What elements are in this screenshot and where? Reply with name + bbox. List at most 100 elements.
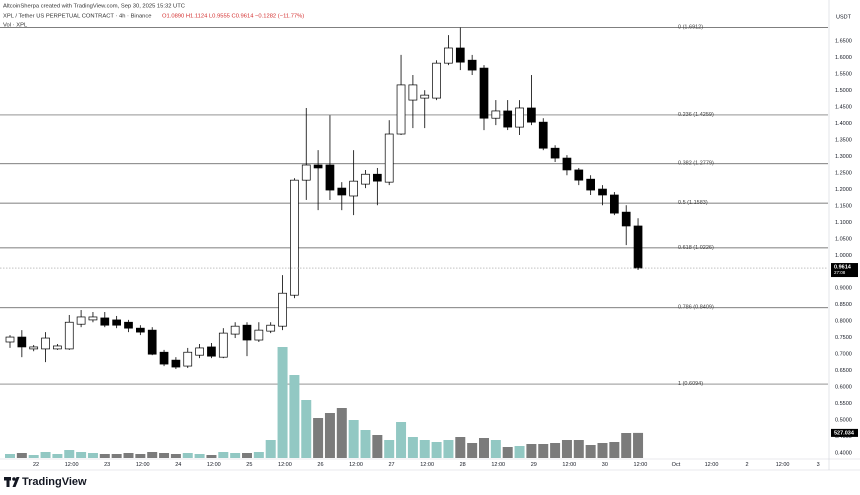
brand-name: TradingView [22,476,87,488]
candle-body [290,179,299,296]
candle-body [112,319,122,326]
volume-bar [407,437,418,458]
volume-bar [159,453,170,458]
candle-body [337,187,347,196]
candle-body [88,316,98,321]
volume-bar [573,440,584,458]
candle-body [218,332,228,358]
volume-bar [123,453,134,458]
volume-bar [87,453,98,458]
x-tick-label: 29 [531,462,537,468]
y-tick-label: 1.4500 [835,104,852,110]
volume-bar [621,433,632,458]
volume-bar [467,443,478,458]
x-tick-label: 3 [817,462,820,468]
x-tick-label: 2 [746,462,749,468]
volume-bar [324,413,335,458]
candle-body [278,292,287,327]
fib-level-label: 0.618 (1.0226) [678,245,714,251]
x-tick-label: Oct [672,462,681,468]
fib-level-label: 0.786 (0.8409) [678,305,714,311]
candle-body [515,107,524,128]
volume-bar [301,400,312,458]
x-tick-label: 26 [317,462,323,468]
volume-bar [550,443,561,458]
volume-bar [194,454,205,458]
y-tick-label: 1.5500 [835,71,852,77]
fib-level-label: 0.236 (1.4259) [678,112,714,118]
candle-body [609,194,619,214]
candle-body [586,178,595,191]
candle-body [29,346,39,350]
volume-bar [5,454,16,458]
x-tick-label: 22 [33,462,39,468]
volume-bar [170,454,181,458]
volume-bar [218,452,229,458]
last-volume-label: 527.034 [834,430,855,436]
y-tick-label: 0.6000 [835,385,852,391]
candle-body [100,317,110,326]
candle-body [621,211,631,227]
volume-bar [16,453,27,458]
volume-bar [253,452,264,458]
candle-body [372,173,382,182]
candle-body [503,110,513,128]
volume-bar [561,440,572,458]
y-tick-label: 1.3500 [835,137,852,143]
y-tick-label: 0.4000 [835,451,852,457]
y-tick-label: 1.5000 [835,88,852,94]
symbol-label: XPL / Tether US PERPETUAL CONTRACT · 4h … [3,14,152,20]
candle-body [159,351,169,365]
candle-body [420,94,430,99]
candle-body [633,225,643,269]
candle-body [455,47,465,63]
y-tick-label: 1.2000 [835,187,852,193]
fib-level-label: 0.5 (1.1583) [678,200,708,206]
volume-bar [313,418,324,458]
y-tick-label: 0.8500 [835,302,852,308]
candle-body [41,337,50,350]
x-tick-label: 12:00 [136,462,150,468]
volume-bar [502,447,513,458]
candle-body [124,321,133,329]
candle-body [598,188,607,196]
volume-bar [348,420,359,458]
candle-body [76,316,86,325]
candle-body [384,133,394,183]
candle-body [444,47,453,64]
volume-bar [52,454,63,458]
candle-body [17,336,27,348]
candle-body [527,107,536,123]
ohlc-legend: O1.0890 H1.1124 L0.9555 C0.9614 −0.1282 … [162,14,304,20]
y-tick-label: 1.6500 [835,39,852,45]
volume-bar [99,454,110,458]
x-tick-label: 30 [602,462,608,468]
x-tick-label: 23 [104,462,110,468]
x-tick-label: 12:00 [278,462,292,468]
volume-bar [135,454,146,458]
volume-bar [597,443,608,458]
volume-bar [431,442,442,458]
candle-body [491,110,501,119]
currency-label: USDT [836,14,852,20]
x-tick-label: 12:00 [705,462,719,468]
last-price-label: 0.9614 [834,264,852,270]
candle-body [230,325,240,335]
candle-body [254,329,264,341]
y-tick-label: 1.1500 [835,203,852,209]
candle-body [479,67,489,119]
volume-bar [147,452,158,458]
x-tick-label: 24 [175,462,181,468]
volume-bar [396,422,407,458]
volume-bar [514,446,525,458]
candle-body [361,173,370,185]
candle-body [349,180,358,197]
candle-body [301,164,311,181]
candle-body [432,62,441,99]
volume-bar [419,440,430,458]
volume-bar [76,452,87,458]
y-tick-label: 0.5500 [835,401,852,407]
candle-body [396,84,406,135]
